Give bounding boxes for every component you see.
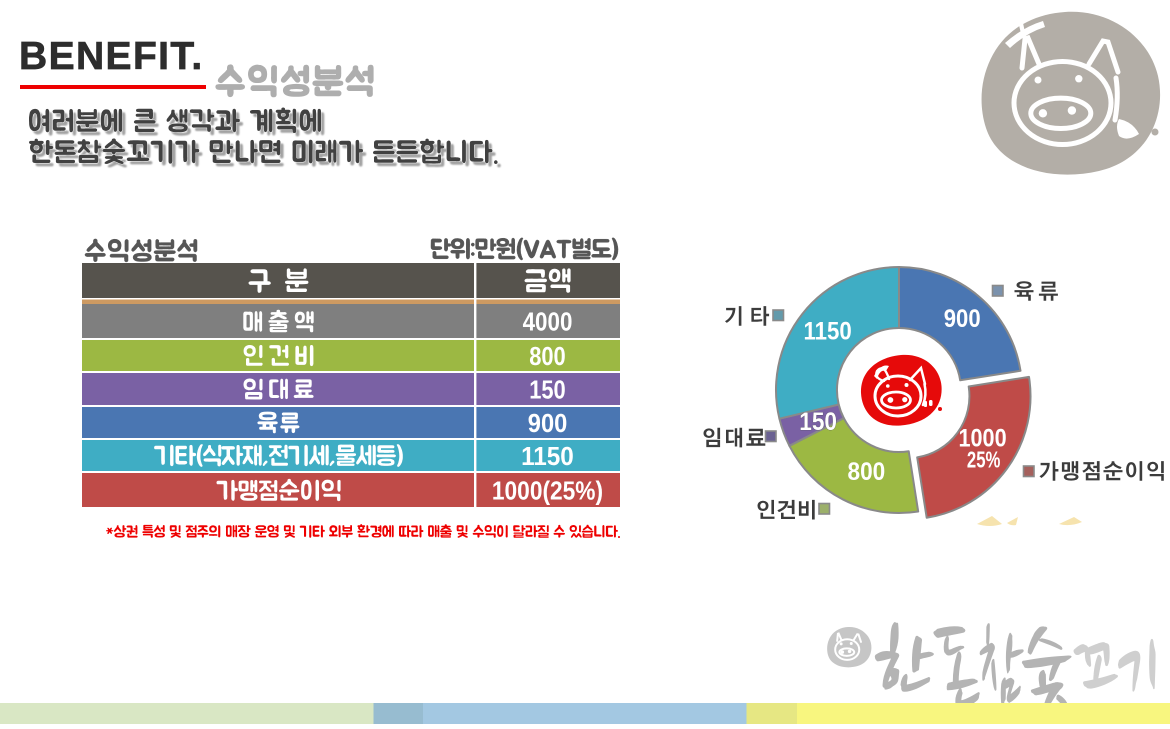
svg-text:800: 800 — [529, 341, 566, 371]
svg-text:150: 150 — [529, 375, 566, 405]
svg-text:1150: 1150 — [804, 318, 852, 346]
svg-text:900: 900 — [944, 305, 981, 333]
svg-text:150: 150 — [799, 408, 837, 436]
svg-text:1150: 1150 — [521, 441, 574, 471]
svg-text:1000(25%): 1000(25%) — [492, 476, 603, 506]
svg-text:900: 900 — [528, 408, 568, 438]
svg-text:800: 800 — [848, 458, 886, 486]
svg-text:1000: 1000 — [959, 425, 1007, 453]
svg-text:4000: 4000 — [523, 307, 573, 337]
svg-text:25%: 25% — [967, 447, 1001, 473]
svg-text:BENEFIT.: BENEFIT. — [19, 35, 204, 78]
